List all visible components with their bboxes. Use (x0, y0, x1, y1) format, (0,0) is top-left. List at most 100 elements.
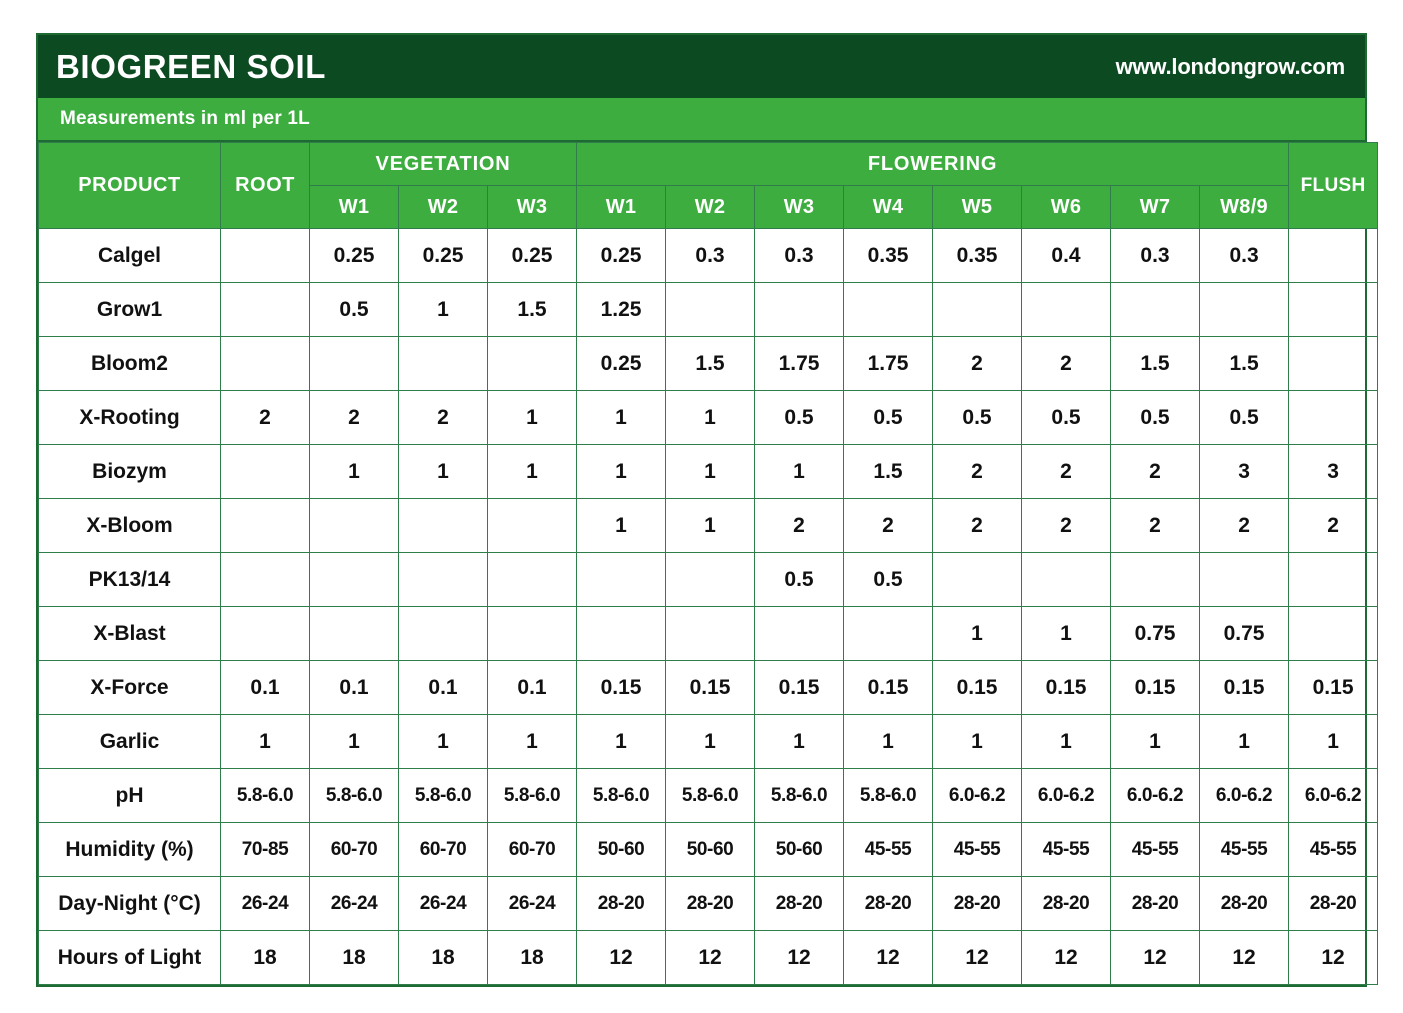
cell-humidity-flo-w1: 50-60 (576, 822, 667, 877)
table-row: Hours of Light 18 18 18 18 12 12 12 12 12 12 12 12 12 (38, 930, 1379, 985)
cell-x-bloom-flo-w2: 1 (665, 498, 756, 553)
cell-bloom2-veg-w3 (486, 336, 578, 391)
cell-day-night-c-flo-w6: 28-20 (1021, 876, 1112, 931)
cell-grow1-veg-w1: 0.5 (309, 282, 399, 337)
cell-calgel-root (220, 228, 310, 283)
cell-garlic-flo-w4: 1 (843, 714, 934, 769)
cell-grow1-flo-w3 (754, 282, 845, 337)
header-week-veg-2: W2 (398, 185, 488, 229)
measurement-note: Measurements in ml per 1L (60, 108, 310, 129)
cell-hours-of-light-veg-w3: 18 (486, 930, 578, 985)
header-flush: FLUSH (1288, 142, 1379, 229)
cell-ph-flo-w6: 6.0-6.2 (1021, 768, 1112, 823)
table-row: Bloom2 0.25 1.5 1.75 1.75 2 2 1.5 1.5 (38, 336, 1379, 391)
cell-pk13-14-veg-w2 (398, 552, 488, 607)
cell-x-bloom-flo-w7: 2 (1110, 498, 1201, 553)
cell-humidity-flo-w3: 50-60 (754, 822, 845, 877)
cell-hours-of-light-flo-w8-9: 12 (1199, 930, 1290, 985)
cell-x-blast-flo-w4 (843, 606, 934, 661)
cell-garlic-veg-w1: 1 (309, 714, 399, 769)
cell-x-rooting-flush (1288, 390, 1379, 445)
cell-biozym-flo-w8-9: 3 (1199, 444, 1290, 499)
cell-hours-of-light-flo-w5: 12 (932, 930, 1023, 985)
cell-pk13-14-flo-w1 (576, 552, 667, 607)
cell-x-force-flush: 0.15 (1288, 660, 1379, 715)
cell-x-bloom-flo-w6: 2 (1021, 498, 1112, 553)
cell-garlic-veg-w3: 1 (486, 714, 578, 769)
cell-biozym-flo-w3: 1 (754, 444, 845, 499)
cell-bloom2-flo-w5: 2 (932, 336, 1023, 391)
cell-day-night-c-flush: 28-20 (1288, 876, 1379, 931)
cell-biozym-flo-w1: 1 (576, 444, 667, 499)
cell-bloom2-flo-w8-9: 1.5 (1199, 336, 1290, 391)
cell-biozym-veg-w1: 1 (309, 444, 399, 499)
cell-x-rooting-flo-w2: 1 (665, 390, 756, 445)
header-group-vegetation: VEGETATION (308, 142, 578, 186)
cell-grow1-flo-w7 (1110, 282, 1201, 337)
cell-bloom2-veg-w2 (398, 336, 488, 391)
cell-day-night-c-flo-w4: 28-20 (843, 876, 934, 931)
header-week-flo-2: W2 (665, 185, 756, 229)
cell-ph-flo-w5: 6.0-6.2 (932, 768, 1023, 823)
cell-biozym-root (220, 444, 310, 499)
cell-x-force-flo-w1: 0.15 (576, 660, 667, 715)
cell-x-rooting-flo-w1: 1 (576, 390, 667, 445)
cell-pk13-14-flush (1288, 552, 1379, 607)
header-root: ROOT (220, 142, 310, 229)
cell-garlic-flo-w6: 1 (1021, 714, 1112, 769)
cell-x-rooting-root: 2 (220, 390, 310, 445)
cell-x-force-flo-w8-9: 0.15 (1199, 660, 1290, 715)
cell-pk13-14-root (220, 552, 310, 607)
cell-x-force-flo-w3: 0.15 (754, 660, 845, 715)
cell-hours-of-light-flo-w2: 12 (665, 930, 756, 985)
cell-pk13-14-flo-w7 (1110, 552, 1201, 607)
cell-humidity-root: 70-85 (220, 822, 310, 877)
cell-day-night-c-flo-w8-9: 28-20 (1199, 876, 1290, 931)
cell-calgel-veg-w3: 0.25 (486, 228, 578, 283)
cell-pk13-14-veg-w3 (486, 552, 578, 607)
cell-hours-of-light-flo-w7: 12 (1110, 930, 1201, 985)
cell-pk13-14-flo-w2 (665, 552, 756, 607)
cell-biozym-veg-w3: 1 (486, 444, 578, 499)
row-label-humidity: Humidity (%) (38, 822, 221, 877)
cell-x-force-flo-w6: 0.15 (1021, 660, 1112, 715)
cell-x-rooting-veg-w1: 2 (309, 390, 399, 445)
cell-x-rooting-flo-w5: 0.5 (932, 390, 1023, 445)
cell-grow1-flo-w6 (1021, 282, 1112, 337)
cell-x-blast-veg-w3 (486, 606, 578, 661)
row-label-day-night-c: Day-Night (°C) (38, 876, 221, 931)
cell-ph-veg-w1: 5.8-6.0 (309, 768, 399, 823)
header-week-flo-7: W7 (1110, 185, 1201, 229)
cell-x-rooting-flo-w4: 0.5 (843, 390, 934, 445)
table-row: PK13/14 0.5 0.5 (38, 552, 1379, 607)
cell-ph-flo-w7: 6.0-6.2 (1110, 768, 1201, 823)
cell-pk13-14-flo-w4: 0.5 (843, 552, 934, 607)
cell-x-blast-flo-w3 (754, 606, 845, 661)
cell-x-bloom-flo-w8-9: 2 (1199, 498, 1290, 553)
cell-ph-flo-w8-9: 6.0-6.2 (1199, 768, 1290, 823)
row-label-x-bloom: X-Bloom (38, 498, 221, 553)
cell-hours-of-light-flo-w6: 12 (1021, 930, 1112, 985)
header-product: PRODUCT (38, 142, 221, 229)
cell-ph-flo-w3: 5.8-6.0 (754, 768, 845, 823)
cell-ph-flo-w4: 5.8-6.0 (843, 768, 934, 823)
cell-biozym-flush: 3 (1288, 444, 1379, 499)
cell-x-bloom-flo-w1: 1 (576, 498, 667, 553)
row-label-x-force: X-Force (38, 660, 221, 715)
table-body: Calgel 0.25 0.25 0.25 0.25 0.3 0.3 0.35 0.35 0.4 0… (38, 228, 1379, 985)
cell-x-bloom-veg-w1 (309, 498, 399, 553)
cell-pk13-14-flo-w5 (932, 552, 1023, 607)
cell-biozym-veg-w2: 1 (398, 444, 488, 499)
cell-garlic-flo-w8-9: 1 (1199, 714, 1290, 769)
cell-x-blast-flo-w1 (576, 606, 667, 661)
cell-hours-of-light-veg-w2: 18 (398, 930, 488, 985)
header-week-veg-3: W3 (486, 185, 578, 229)
cell-ph-flo-w2: 5.8-6.0 (665, 768, 756, 823)
cell-day-night-c-veg-w3: 26-24 (486, 876, 578, 931)
cell-x-force-veg-w3: 0.1 (486, 660, 578, 715)
header-week-flo-8-9: W8/9 (1199, 185, 1290, 229)
row-label-pk13-14: PK13/14 (38, 552, 221, 607)
cell-ph-flo-w1: 5.8-6.0 (576, 768, 667, 823)
cell-day-night-c-flo-w7: 28-20 (1110, 876, 1201, 931)
cell-humidity-flo-w6: 45-55 (1021, 822, 1112, 877)
